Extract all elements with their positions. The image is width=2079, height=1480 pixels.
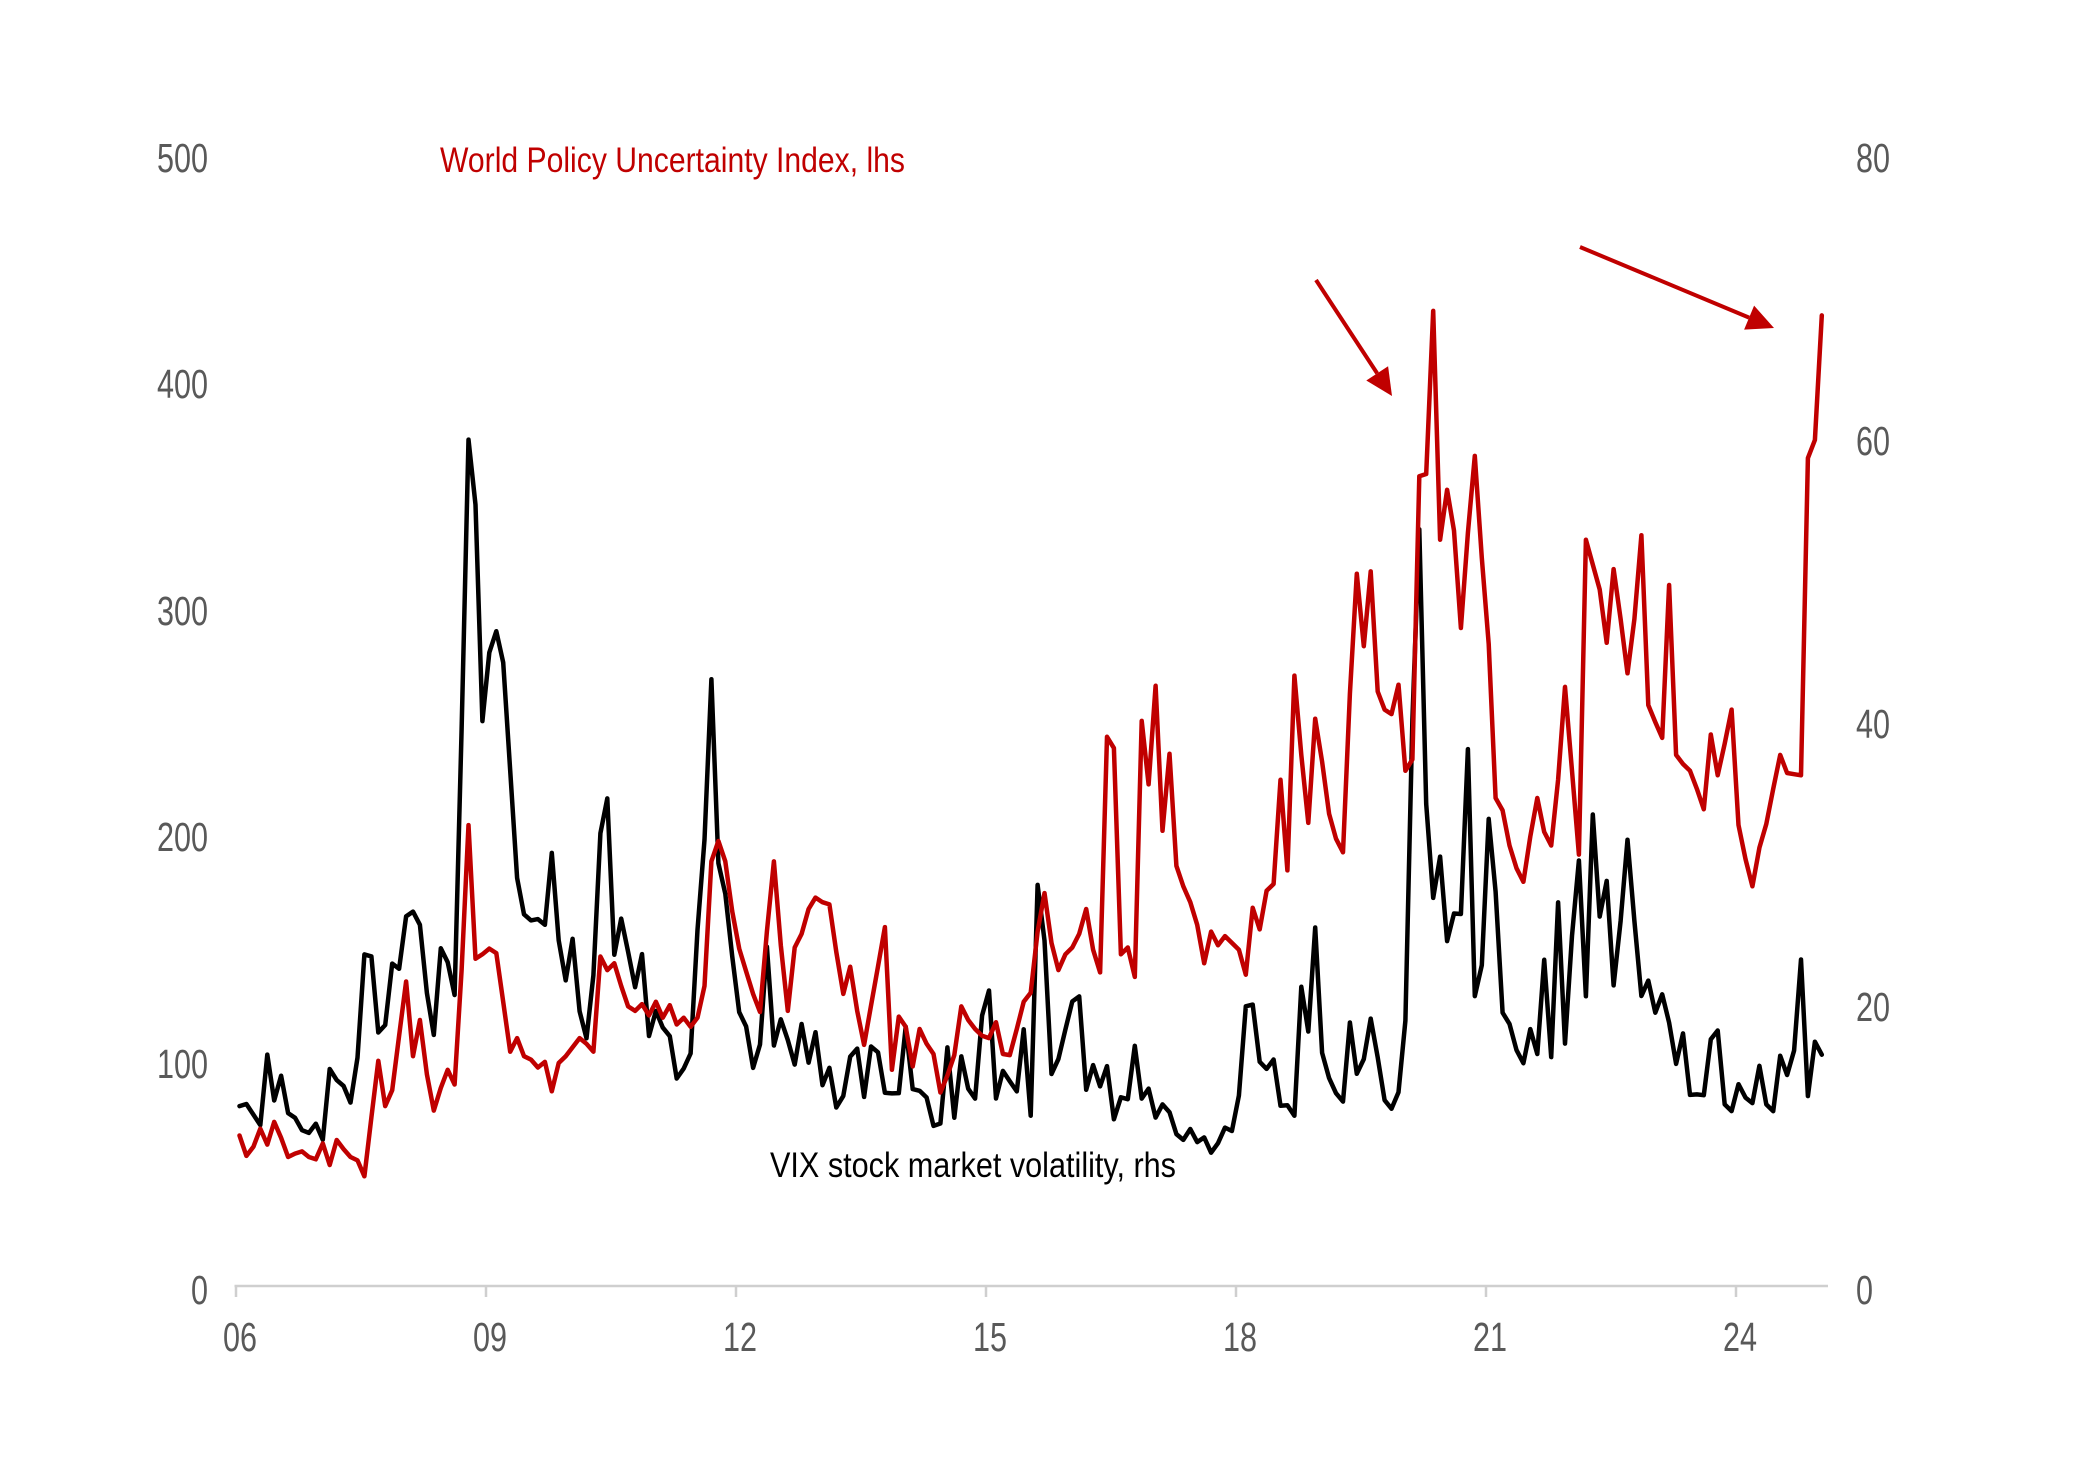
svg-text:300: 300 — [157, 588, 208, 634]
svg-text:80: 80 — [1856, 135, 1890, 181]
svg-text:06: 06 — [223, 1314, 257, 1360]
svg-text:VIX stock market volatility, r: VIX stock market volatility, rhs — [770, 1146, 1176, 1185]
svg-text:21: 21 — [1473, 1314, 1507, 1360]
svg-text:12: 12 — [723, 1314, 757, 1360]
svg-text:0: 0 — [1856, 1267, 1873, 1313]
svg-text:0: 0 — [191, 1267, 208, 1313]
svg-text:24: 24 — [1723, 1314, 1757, 1360]
svg-text:100: 100 — [157, 1041, 208, 1087]
svg-text:18: 18 — [1223, 1314, 1257, 1360]
svg-text:09: 09 — [473, 1314, 507, 1360]
svg-text:200: 200 — [157, 814, 208, 860]
svg-text:60: 60 — [1856, 418, 1890, 464]
svg-text:15: 15 — [973, 1314, 1007, 1360]
svg-text:20: 20 — [1856, 984, 1890, 1030]
svg-text:500: 500 — [157, 135, 208, 181]
svg-text:World Policy Uncertainty Index: World Policy Uncertainty Index, lhs — [440, 141, 905, 180]
svg-text:400: 400 — [157, 361, 208, 407]
svg-text:40: 40 — [1856, 701, 1890, 747]
